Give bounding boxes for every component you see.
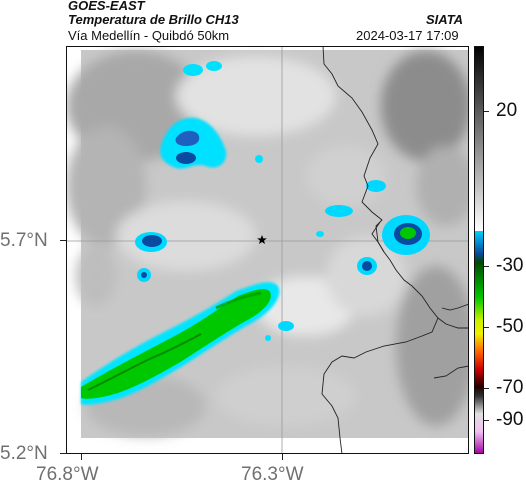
lat-label-5-2: 5.2°N (0, 443, 48, 464)
cbar-tick-m50 (484, 327, 489, 328)
brightness-temperature-map (66, 46, 469, 454)
cbar-label-m90: -90 (496, 409, 524, 430)
boundary-lines (321, 46, 469, 454)
product-title: Temperatura de Brillo CH13 (68, 12, 239, 27)
cbar-label-m70: -70 (496, 377, 524, 398)
cbar-label-m30: -30 (496, 255, 524, 276)
lat-tick-5-2 (60, 453, 66, 454)
cloud-texture (66, 51, 469, 436)
colorbar (474, 46, 484, 454)
lon-label-76-3: 76.3°W (241, 464, 304, 485)
cold-cloud-cells (135, 61, 430, 341)
green-convective-band (81, 282, 280, 405)
cbar-tick-m70 (484, 388, 489, 389)
star-icon (257, 235, 267, 244)
cbar-label-m50: -50 (496, 316, 524, 337)
lon-tick-76-8 (81, 454, 82, 460)
org-label: SIATA (426, 12, 464, 27)
cbar-label-20: 20 (496, 100, 518, 121)
lon-tick-76-3 (282, 454, 283, 460)
route-subtitle: Vía Medellín - Quibdó 50km (68, 28, 230, 43)
satellite-title: GOES-EAST (68, 0, 145, 13)
lon-label-76-8: 76.8°W (36, 464, 99, 485)
cbar-tick-20 (484, 111, 489, 112)
lat-tick-5-7 (60, 240, 66, 241)
timestamp: 2024-03-17 17:09 (356, 28, 459, 43)
cbar-tick-m90 (484, 420, 489, 421)
cbar-tick-m30 (484, 266, 489, 267)
lat-label-5-7: 5.7°N (0, 230, 48, 251)
